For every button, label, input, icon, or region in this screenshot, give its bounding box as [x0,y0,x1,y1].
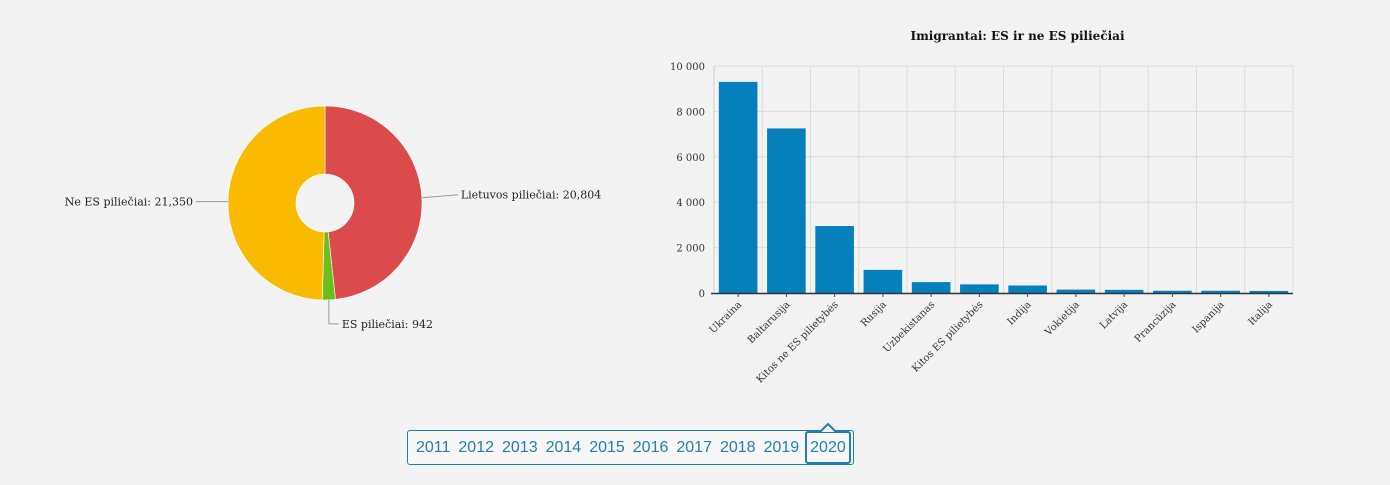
year-2019[interactable]: 2019 [763,439,800,456]
bar[interactable] [1153,290,1192,293]
year-2020[interactable]: 2020 [805,422,851,464]
bar[interactable] [815,226,854,293]
bar[interactable] [1201,290,1240,293]
year-selector: 2011 2012 2013 2014 2015 2016 2017 2018 2019 2020 [407,422,854,465]
x-tick-label: Vokietija [1043,299,1082,338]
pie-labels: Lietuvos piliečiai: 20,804 ES piliečiai: … [65,189,601,331]
x-tick-label: Kitos ne ES pilietybės [755,299,841,385]
y-tick-label: 6 000 [676,153,705,164]
year-2017[interactable]: 2017 [676,439,712,456]
x-tick-label: Ukraina [708,299,745,336]
y-tick-label: 10 000 [670,62,705,73]
x-tick-label: Latvija [1098,299,1130,331]
bar[interactable] [960,284,999,293]
x-tick-label: Uzbekistanas [881,299,937,355]
pie-slice-label: Ne ES piliečiai: 21,350 [65,196,193,209]
bars [718,81,1289,293]
year-2013[interactable]: 2013 [502,439,538,456]
year-2018[interactable]: 2018 [719,439,756,456]
pie-slice[interactable] [227,105,326,301]
pie-leader-line [421,194,458,199]
year-2012[interactable]: 2012 [458,439,494,456]
bar[interactable] [1008,285,1047,293]
pie-slices [227,105,423,301]
y-tick-label: 8 000 [676,107,705,118]
y-tick-label: 2 000 [676,244,705,255]
pie-slice-label: Lietuvos piliečiai: 20,804 [461,189,601,202]
year-2015[interactable]: 2015 [589,439,625,456]
pie-leader-line [328,299,339,325]
pie-slice-label: ES piliečiai: 942 [342,318,433,331]
x-tick-label: Italija [1246,299,1275,328]
pie-chart: Lietuvos piliečiai: 20,804 ES piliečiai: … [65,105,601,331]
chart-title: Imigrantai: ES ir ne ES piliečiai [910,29,1124,43]
y-tick-label: 4 000 [676,198,705,209]
bar[interactable] [767,128,806,293]
year-2011[interactable]: 2011 [416,439,451,456]
bar[interactable] [718,81,758,293]
bar[interactable] [911,282,951,293]
gridlines [713,65,1294,293]
bar[interactable] [1104,289,1144,293]
caret-up-icon [819,422,837,432]
bar-chart: Imigrantai: ES ir ne ES piliečiai 0 2 000 4… [670,29,1294,386]
x-tick-label: Prancūzija [1133,299,1179,345]
bar[interactable] [1249,290,1289,293]
x-tick-label: Rusija [859,299,889,329]
x-tick-label: Baltarusija [746,299,793,346]
bar[interactable] [863,269,903,293]
x-tick-label: Indija [1005,299,1033,327]
year-2014[interactable]: 2014 [545,439,582,456]
bar[interactable] [1056,289,1096,293]
x-tick-label: Ispanija [1191,299,1227,335]
year-2016[interactable]: 2016 [632,439,669,456]
y-tick-label: 0 [699,289,705,300]
pie-slice[interactable] [324,105,423,300]
